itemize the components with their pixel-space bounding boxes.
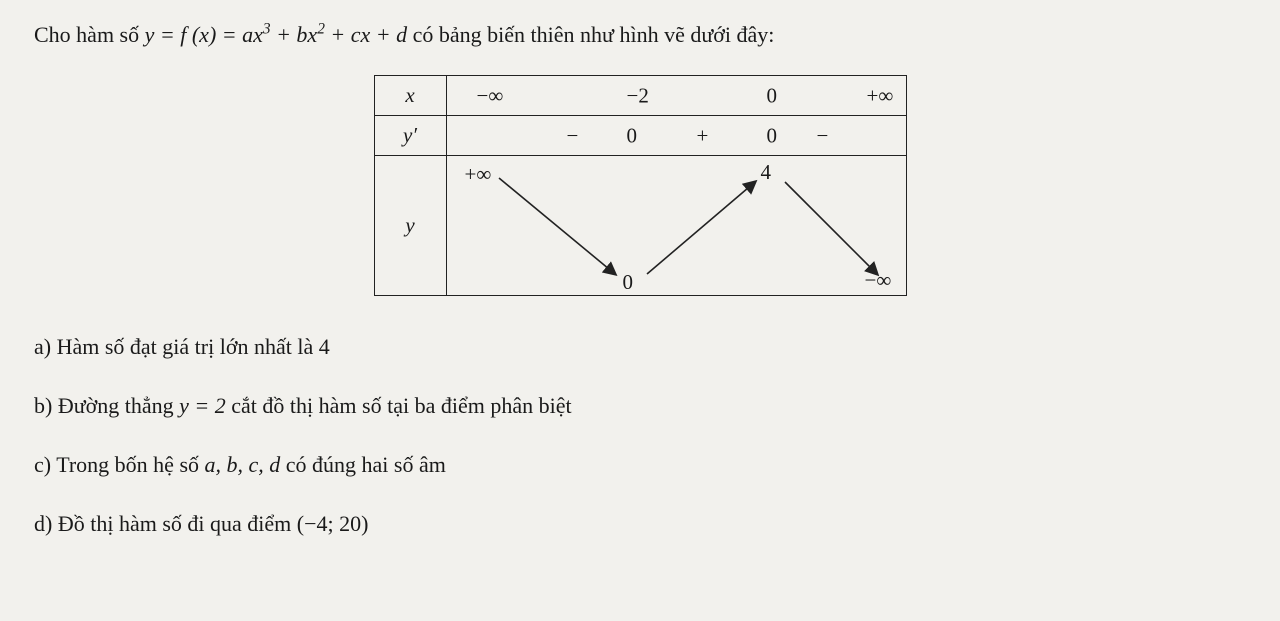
- row-yprime-label: y′: [374, 116, 446, 156]
- row-y-variation: +∞ 0 4 −∞: [446, 156, 906, 296]
- variation-table: x −∞ −2 0 +∞ y′ − 0 + 0 −: [30, 75, 1250, 296]
- zero-1: 0: [627, 123, 638, 148]
- y-label: y: [405, 213, 414, 237]
- sign-2: +: [697, 123, 709, 148]
- problem-statement: Cho hàm số y = f (x) = ax3 + bx2 + cx + …: [34, 18, 1250, 51]
- y-top-mid: 4: [761, 160, 772, 185]
- arrow-1: [499, 178, 615, 274]
- exp-2: 2: [317, 21, 325, 38]
- option-c: c) Trong bốn hệ số a, b, c, d có đúng ha…: [34, 448, 1250, 481]
- opt-b-post: cắt đồ thị hàm số tại ba điểm phân biệt: [231, 393, 571, 418]
- prompt-pre: Cho hàm số: [34, 22, 145, 47]
- row-y-label: y: [374, 156, 446, 296]
- func-tail: + cx + d: [330, 22, 407, 47]
- opt-c-mid: a, b, c, d: [205, 452, 281, 477]
- sign-1: −: [567, 123, 579, 148]
- sign-3: −: [817, 123, 829, 148]
- yprime-label: y′: [403, 123, 417, 147]
- variation-arrows: [447, 156, 907, 296]
- y-bottom-mid: 0: [623, 270, 634, 295]
- option-d: d) Đồ thị hàm số đi qua điểm (−4; 20): [34, 507, 1250, 540]
- x-val-1: −2: [627, 83, 649, 108]
- row-x-label: x: [374, 76, 446, 116]
- x-label: x: [405, 83, 414, 107]
- func-lhs: y = f (x) = ax: [145, 22, 263, 47]
- opt-c-pre: c) Trong bốn hệ số: [34, 452, 205, 477]
- y-top-left: +∞: [465, 162, 492, 187]
- arrow-3: [785, 182, 877, 274]
- zero-2: 0: [767, 123, 778, 148]
- row-x-values: −∞ −2 0 +∞: [446, 76, 906, 116]
- option-b: b) Đường thẳng y = 2 cắt đồ thị hàm số t…: [34, 389, 1250, 422]
- opt-b-pre: b) Đường thẳng: [34, 393, 179, 418]
- opt-d-pt: (−4; 20): [297, 511, 369, 536]
- x-val-2: 0: [767, 83, 778, 108]
- option-a: a) Hàm số đạt giá trị lớn nhất là 4: [34, 330, 1250, 363]
- answer-options: a) Hàm số đạt giá trị lớn nhất là 4 b) Đ…: [30, 330, 1250, 540]
- opt-d-pre: d) Đồ thị hàm số đi qua điểm: [34, 511, 297, 536]
- exp-3: 3: [263, 21, 271, 38]
- opt-b-eq: y = 2: [179, 393, 226, 418]
- prompt-post: có bảng biến thiên như hình vẽ dưới đây:: [413, 22, 775, 47]
- arrow-2: [647, 182, 755, 274]
- x-minus-inf: −∞: [477, 83, 504, 108]
- x-plus-inf: +∞: [867, 83, 894, 108]
- opt-c-post: có đúng hai số âm: [286, 452, 446, 477]
- plus-bx: + bx: [276, 22, 317, 47]
- y-bottom-right: −∞: [865, 268, 892, 293]
- row-yprime-values: − 0 + 0 −: [446, 116, 906, 156]
